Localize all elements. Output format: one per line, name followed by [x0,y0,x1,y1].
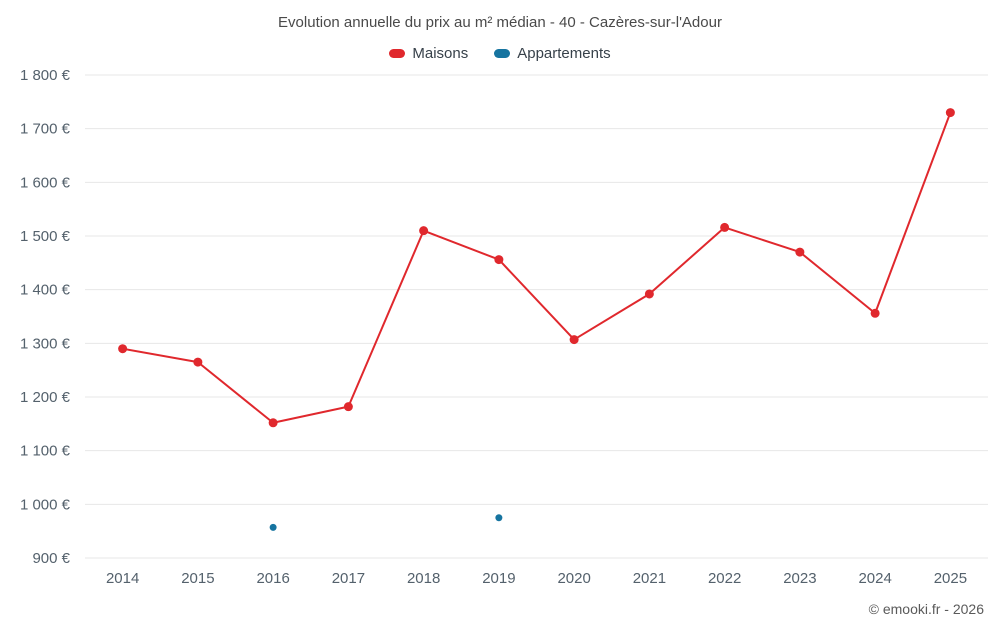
svg-text:1 300 €: 1 300 € [20,335,71,352]
svg-text:2023: 2023 [783,570,816,587]
svg-text:2025: 2025 [934,570,967,587]
svg-text:2022: 2022 [708,570,741,587]
svg-text:2024: 2024 [858,570,891,587]
svg-text:1 000 €: 1 000 € [20,496,71,513]
legend-item-maisons[interactable]: Maisons [389,45,468,62]
legend-swatch-maisons [389,49,406,58]
svg-text:1 700 €: 1 700 € [20,121,71,138]
svg-text:1 400 €: 1 400 € [20,282,71,299]
svg-text:1 200 €: 1 200 € [20,389,71,406]
svg-text:2015: 2015 [181,570,214,587]
svg-text:2018: 2018 [407,570,440,587]
legend-item-appartements[interactable]: Appartements [494,45,611,62]
svg-text:2020: 2020 [557,570,590,587]
legend: Maisons Appartements [0,45,1000,62]
svg-text:1 100 €: 1 100 € [20,443,71,460]
copyright: © emooki.fr - 2026 [868,601,984,617]
svg-text:1 600 €: 1 600 € [20,174,71,191]
svg-text:2019: 2019 [482,570,515,587]
legend-swatch-appartements [494,49,511,58]
svg-text:1 500 €: 1 500 € [20,228,71,245]
legend-label-appartements: Appartements [517,45,611,62]
svg-text:900 €: 900 € [32,550,70,567]
svg-text:2014: 2014 [106,570,139,587]
chart-title: Evolution annuelle du prix au m² médian … [278,14,722,31]
svg-text:2021: 2021 [633,570,666,587]
svg-text:1 800 €: 1 800 € [20,67,71,84]
svg-text:2017: 2017 [332,570,365,587]
legend-label-maisons: Maisons [412,45,469,62]
svg-text:2016: 2016 [256,570,289,587]
